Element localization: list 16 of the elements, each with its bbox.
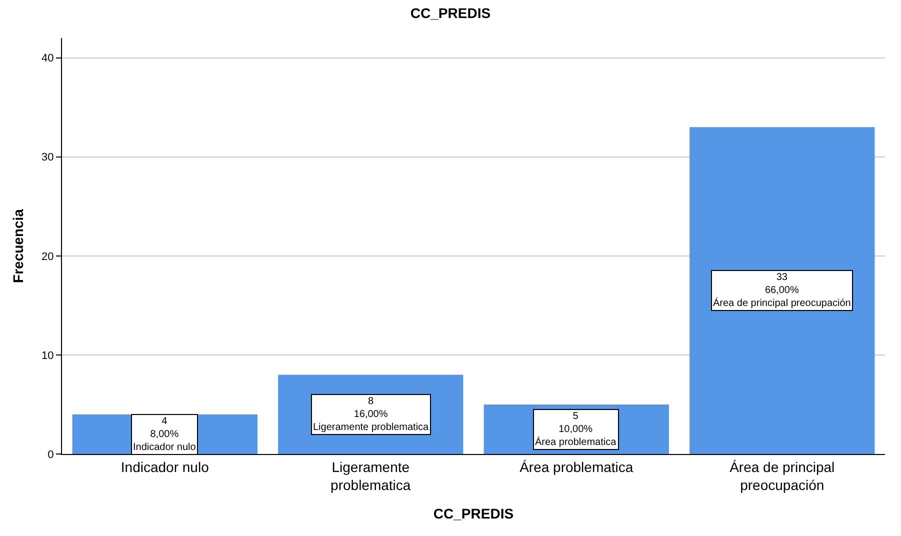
y-tick-label: 30 bbox=[42, 152, 54, 164]
x-tick-label: Ligeramente problematica bbox=[330, 458, 411, 493]
x-tick-label: Área de principal preocupación bbox=[730, 458, 835, 493]
y-axis-title: Frecuencia bbox=[10, 208, 26, 283]
data-label: 4 8,00% Indicador nulo bbox=[133, 416, 196, 453]
chart-title: CC_PREDIS bbox=[410, 4, 491, 21]
x-tick-label: Indicador nulo bbox=[120, 458, 210, 475]
y-tick-label: 20 bbox=[42, 250, 54, 263]
data-label: 8 16,00% Ligeramente problematica bbox=[313, 396, 430, 433]
x-axis-title: CC_PREDIS bbox=[433, 505, 514, 522]
x-tick-label: Área problematica bbox=[520, 458, 634, 475]
y-tick-label: 10 bbox=[42, 350, 54, 362]
y-tick-label: 0 bbox=[48, 448, 54, 461]
data-label: 5 10,00% Área problematica bbox=[535, 411, 617, 448]
data-label: 33 66,00% Área de principal preocupación bbox=[713, 272, 851, 309]
y-tick-label: 40 bbox=[42, 52, 54, 65]
